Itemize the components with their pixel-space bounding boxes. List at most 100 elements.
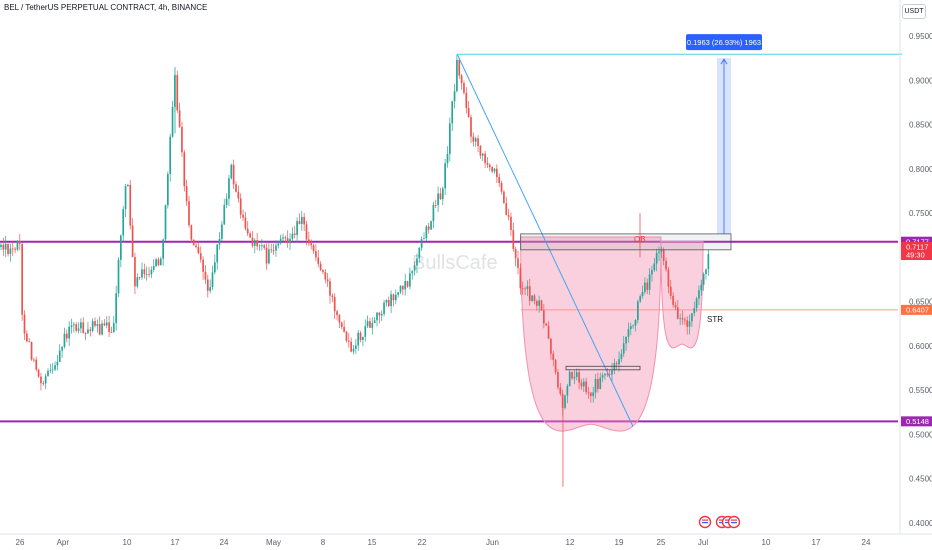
candle-body-71 (167, 173, 169, 206)
candle-body-266 (625, 336, 627, 344)
candle-body-192 (451, 101, 454, 124)
candle-body-286 (672, 295, 674, 305)
candle-body-207 (486, 163, 489, 165)
candle-body-301 (707, 254, 710, 270)
candle-body-277 (651, 270, 653, 275)
candle-body-204 (479, 145, 482, 156)
candle-body-133 (312, 245, 315, 252)
candle-body-274 (644, 282, 646, 293)
candle-body-54 (127, 184, 129, 187)
y-tick-0.9000: 0.9000 (909, 76, 932, 85)
y-tick-0.6000: 0.6000 (909, 342, 932, 351)
candle-body-141 (331, 295, 334, 297)
candle-body-173 (406, 281, 409, 287)
candle-body-79 (185, 186, 188, 202)
candle-body-86 (202, 259, 204, 272)
candle-body-96 (225, 198, 228, 205)
candle-body-59 (138, 277, 141, 279)
candle-body-220 (517, 258, 519, 268)
candle-body-140 (329, 281, 331, 296)
currency-button[interactable]: USDT (902, 4, 926, 19)
candle-body-196 (460, 75, 463, 84)
candle-body-292 (686, 320, 689, 327)
candle-body-55 (129, 184, 132, 226)
candle-body-300 (705, 269, 707, 275)
badge-support-text: 0.5148 (906, 417, 929, 426)
y-tick-0.5000: 0.5000 (909, 430, 932, 439)
x-tick-17: 17 (171, 538, 180, 547)
candle-body-167 (392, 294, 395, 301)
candle-body-75 (176, 75, 179, 111)
candle-body-265 (622, 343, 625, 354)
x-tick-10: 10 (762, 538, 771, 547)
candle-body-241 (566, 385, 569, 396)
candle-body-39 (91, 321, 94, 331)
x-tick-Jul: Jul (698, 538, 708, 547)
x-tick-26: 26 (16, 538, 25, 547)
candle-body-18 (42, 383, 45, 385)
candle-body-287 (674, 304, 677, 308)
badge-current-bg (901, 242, 932, 261)
candle-body-208 (488, 164, 491, 168)
candle-body-180 (423, 238, 425, 240)
candle-body-73 (171, 106, 174, 137)
candle-body-146 (343, 326, 345, 332)
candle-body-76 (178, 110, 181, 127)
candle-body-145 (340, 322, 343, 327)
candle-body-158 (371, 322, 374, 328)
candle-body-6 (14, 248, 16, 250)
badge-str-text: 0.6407 (906, 306, 929, 315)
candle-body-3 (7, 243, 9, 255)
candle-body-230 (540, 300, 543, 311)
candle-body-98 (230, 164, 233, 179)
y-tick-0.5500: 0.5500 (909, 386, 932, 395)
cup-pattern (520, 236, 662, 432)
candle-body-94 (221, 224, 223, 239)
candle-body-51 (120, 235, 122, 260)
candle-body-202 (474, 138, 477, 142)
candle-body-282 (662, 249, 665, 261)
candle-body-151 (355, 345, 357, 349)
candle-body-0 (0, 244, 2, 248)
candle-body-60 (141, 269, 143, 278)
candle-body-215 (505, 203, 508, 216)
candle-body-144 (338, 315, 341, 323)
candle-body-90 (211, 272, 214, 288)
candle-body-252 (592, 392, 595, 397)
candle-body-121 (284, 237, 287, 239)
candle-body-295 (693, 308, 696, 314)
candle-body-257 (604, 373, 606, 376)
candle-body-216 (507, 215, 510, 217)
candle-body-42 (98, 324, 101, 335)
candle-body-178 (418, 247, 421, 259)
candle-body-293 (688, 321, 691, 327)
candle-body-20 (47, 370, 49, 377)
candle-body-198 (465, 92, 468, 108)
candle-body-159 (373, 320, 376, 323)
y-tick-0.4000: 0.4000 (909, 519, 932, 528)
candle-body-97 (228, 178, 230, 199)
badge-str-bg (901, 304, 932, 315)
candle-body-280 (658, 251, 660, 254)
candle-body-185 (434, 205, 437, 206)
x-tick-24: 24 (220, 538, 229, 547)
candle-body-221 (519, 267, 522, 289)
candle-body-271 (637, 301, 639, 320)
candle-body-143 (336, 311, 338, 316)
candle-body-279 (655, 253, 658, 264)
candle-body-253 (594, 378, 597, 393)
range-box (565, 365, 641, 371)
candle-body-163 (383, 302, 385, 314)
candle-body-109 (256, 240, 258, 247)
candle-body-138 (324, 272, 327, 280)
candle-body-126 (296, 221, 298, 235)
candle-body-187 (439, 193, 442, 200)
candle-body-100 (235, 184, 237, 192)
candle-body-212 (498, 177, 501, 183)
candle-body-38 (89, 329, 92, 331)
candle-body-195 (458, 59, 461, 76)
candle-body-176 (413, 265, 416, 271)
measure-label: 0.1963 (26.93%) 1963 (687, 38, 761, 47)
candle-body-19 (44, 376, 47, 384)
